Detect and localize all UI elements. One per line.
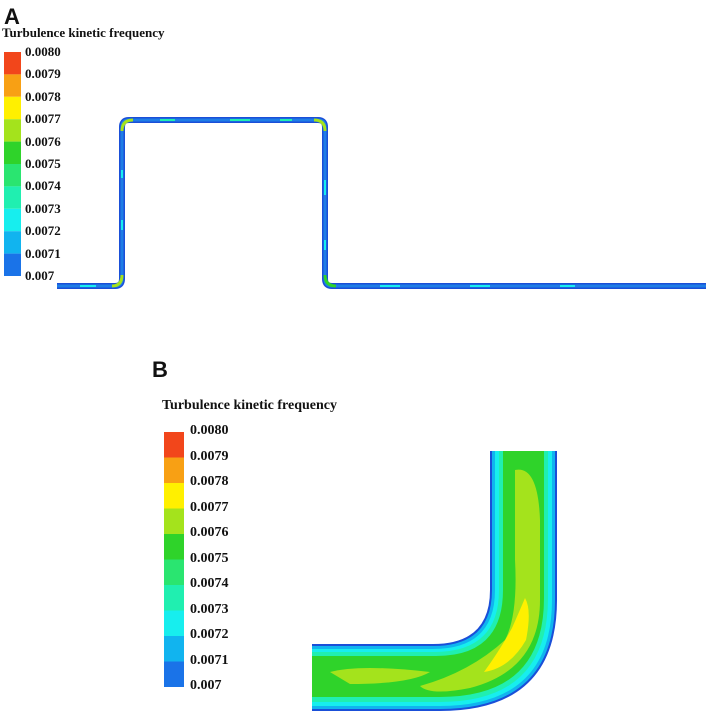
panel-a-legend-label: 0.0073 <box>25 200 61 216</box>
panel-b-colorbar <box>164 432 184 687</box>
panel-b-letter: B <box>152 357 168 382</box>
panel-a-legend-label: 0.0078 <box>25 88 61 104</box>
panel-a-colorbar-segment <box>4 186 21 209</box>
panel-b-legend-label: 0.0077 <box>190 499 229 515</box>
panel-b-legend-label: 0.0079 <box>190 448 229 464</box>
panel-b-legend-label: 0.0078 <box>190 474 229 490</box>
panel-a-legend-label: 0.0072 <box>25 223 61 239</box>
panel-b-legend-title: Turbulence kinetic frequency <box>162 398 338 413</box>
panel-b-legend-label: 0.0080 <box>190 423 229 439</box>
panel-a-legend-label: 0.0079 <box>25 66 61 82</box>
panel-a-legend-label: 0.0076 <box>25 133 61 149</box>
panel-b-legend-label: 0.007 <box>190 678 222 694</box>
panel-b-legend-label: 0.0073 <box>190 601 229 617</box>
panel-a-legend-label: 0.0075 <box>25 155 61 171</box>
panel-a-legend-label: 0.0071 <box>25 245 61 261</box>
panel-a-colorbar-segment <box>4 208 21 232</box>
panel-b-colorbar-segment <box>164 661 184 687</box>
panel-a-colorbar-segment <box>4 231 21 254</box>
panel-a-colorbar-segment <box>4 164 21 187</box>
panel-a-legend-label: 0.0080 <box>25 43 61 59</box>
panel-a-bend-highlight <box>313 118 327 132</box>
panel-a-pipe-path <box>57 117 706 289</box>
panel-b-colorbar-segment <box>164 534 184 560</box>
panel-a-bend-highlight <box>111 274 124 288</box>
panel-a-colorbar-segment <box>4 253 21 276</box>
panel-a-colorbar-segment <box>4 74 21 97</box>
panel-b-peak-region <box>484 598 529 672</box>
panel-b-colorbar-segment <box>164 610 184 636</box>
panel-b-colorbar-segment <box>164 457 184 483</box>
panel-b-colorbar-segment <box>164 432 184 458</box>
panel-a-colorbar-segment <box>4 119 21 142</box>
panel-b-colorbar-segment <box>164 508 184 534</box>
panel-a-colorbar-segment <box>4 96 21 120</box>
panel-a-legend-label: 0.0077 <box>25 111 61 127</box>
panel-a-pipe <box>57 117 706 289</box>
panel-b-legend-label: 0.0072 <box>190 627 229 643</box>
panel-a-colorbar <box>4 52 21 276</box>
panel-b-colorbar-segment <box>164 483 184 509</box>
panel-a-bend-highlight <box>323 274 337 288</box>
panel-b-colorbar-segment <box>164 559 184 585</box>
panel-a-legend-label: 0.007 <box>25 267 55 283</box>
panel-b-legend-label: 0.0076 <box>190 525 229 541</box>
panel-b-legend-label: 0.0075 <box>190 550 229 566</box>
panel-b-colorbar-segment <box>164 585 184 611</box>
panel-a-colorbar-segment <box>4 52 21 75</box>
panel-a-colorbar-segment <box>4 141 21 164</box>
panel-a-bend-highlight <box>120 118 134 132</box>
panel-a-legend-label: 0.0074 <box>25 178 61 194</box>
panel-b-legend-label: 0.0074 <box>190 576 229 592</box>
panel-b-elbow <box>312 451 557 711</box>
panel-a-legend-title: Turbulence kinetic frequency <box>2 25 165 40</box>
panel-a-letter: A <box>4 4 20 29</box>
panel-b-legend-label: 0.0071 <box>190 652 229 668</box>
panel-b-colorbar-segment <box>164 636 184 662</box>
